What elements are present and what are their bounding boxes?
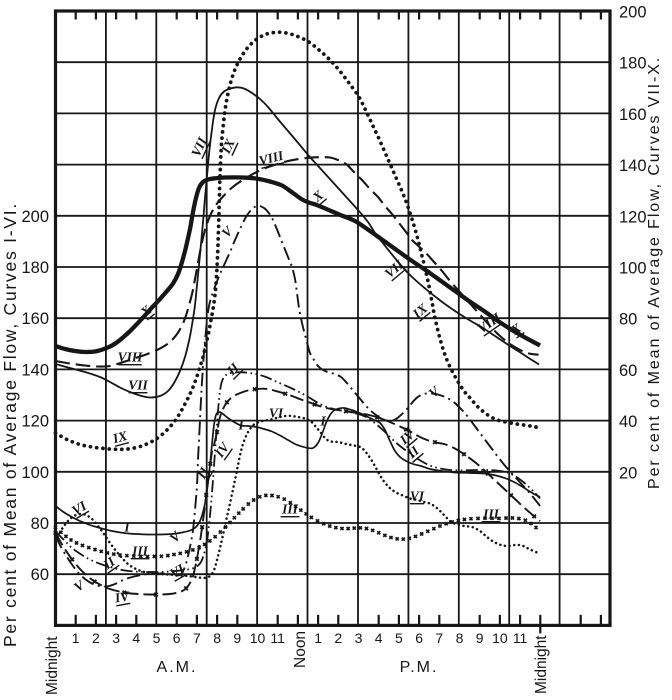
- svg-text:8: 8: [213, 630, 221, 646]
- svg-text:100: 100: [619, 260, 647, 278]
- svg-text:60: 60: [619, 362, 637, 380]
- svg-text:6: 6: [173, 630, 181, 646]
- svg-text:VIII: VIII: [257, 148, 285, 169]
- svg-text:VI: VI: [410, 489, 425, 504]
- svg-text:100: 100: [21, 464, 49, 482]
- svg-text:4: 4: [375, 630, 383, 646]
- svg-text:5: 5: [153, 630, 161, 646]
- svg-text:60: 60: [31, 566, 49, 584]
- svg-text:Per cent of Mean of Average F: Per cent of Mean of Average Flow, Curves…: [0, 202, 20, 647]
- svg-text:80: 80: [31, 515, 49, 533]
- svg-text:180: 180: [21, 259, 49, 277]
- svg-text:120: 120: [619, 208, 647, 226]
- svg-text:Noon: Noon: [292, 631, 309, 668]
- svg-text:10: 10: [250, 630, 266, 646]
- svg-text:80: 80: [619, 311, 637, 329]
- svg-text:1: 1: [72, 630, 80, 646]
- svg-text:4: 4: [132, 630, 140, 646]
- svg-text:III: III: [281, 502, 299, 517]
- svg-text:140: 140: [21, 361, 49, 379]
- svg-text:11: 11: [513, 630, 528, 646]
- svg-text:IV: IV: [113, 588, 132, 606]
- svg-text:3: 3: [355, 630, 363, 646]
- svg-text:40: 40: [619, 413, 637, 431]
- svg-text:VI: VI: [269, 406, 284, 421]
- svg-text:III: III: [131, 544, 149, 559]
- svg-text:I: I: [319, 414, 326, 429]
- svg-text:P.M.: P.M.: [400, 659, 439, 676]
- svg-text:200: 200: [619, 4, 647, 22]
- svg-text:10: 10: [492, 630, 508, 646]
- svg-text:3: 3: [112, 630, 120, 646]
- svg-text:180: 180: [619, 55, 647, 73]
- svg-text:120: 120: [21, 413, 49, 431]
- svg-text:A.M.: A.M.: [157, 659, 198, 676]
- svg-text:1: 1: [314, 630, 322, 646]
- svg-text:VII: VII: [128, 378, 148, 393]
- svg-text:VIII: VIII: [118, 350, 144, 365]
- svg-text:9: 9: [233, 630, 241, 646]
- svg-text:8: 8: [456, 630, 464, 646]
- svg-text:200: 200: [21, 208, 49, 226]
- svg-text:6: 6: [415, 630, 423, 646]
- svg-text:160: 160: [21, 310, 49, 328]
- svg-text:IX: IX: [110, 428, 130, 447]
- svg-text:140: 140: [619, 157, 647, 175]
- svg-text:Midnight: Midnight: [533, 635, 550, 694]
- svg-text:2: 2: [334, 630, 342, 646]
- svg-text:IX: IX: [218, 135, 238, 156]
- svg-text:20: 20: [619, 464, 637, 482]
- svg-text:I: I: [123, 520, 130, 535]
- svg-text:Midnight: Midnight: [44, 636, 61, 695]
- svg-text:Per cent of Mean of Average Fl: Per cent of Mean of Average Flow, Curves…: [646, 56, 663, 489]
- svg-text:11: 11: [270, 630, 285, 646]
- svg-text:160: 160: [619, 106, 647, 124]
- svg-text:5: 5: [395, 630, 403, 646]
- svg-text:I: I: [237, 418, 244, 433]
- svg-text:7: 7: [435, 630, 443, 646]
- svg-text:2: 2: [92, 630, 100, 646]
- svg-text:9: 9: [476, 630, 484, 646]
- svg-text:III: III: [482, 507, 500, 522]
- svg-text:7: 7: [193, 630, 201, 646]
